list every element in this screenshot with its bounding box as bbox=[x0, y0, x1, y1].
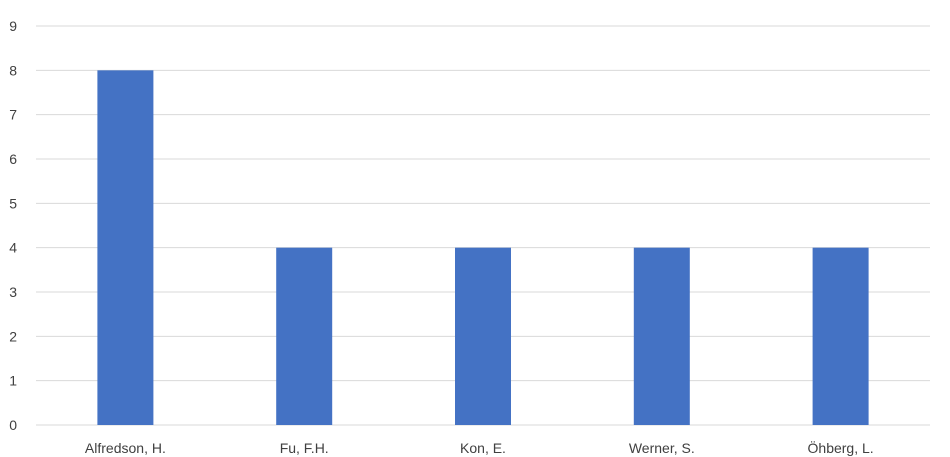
y-tick-label: 9 bbox=[9, 18, 17, 34]
y-tick-label: 0 bbox=[9, 417, 17, 433]
bar-4 bbox=[812, 247, 869, 425]
bar-2 bbox=[455, 247, 511, 425]
x-axis-labels: Alfredson, H. Fu, F.H. Kon, E. Werner, S. Öh… bbox=[85, 439, 874, 456]
bar-3 bbox=[633, 247, 690, 425]
bars bbox=[97, 70, 869, 425]
x-tick-label: Kon, E. bbox=[460, 440, 506, 456]
y-tick-label: 8 bbox=[9, 62, 17, 78]
y-axis-ticks: 0 1 2 3 4 5 6 7 8 9 bbox=[9, 18, 17, 433]
y-tick-label: 4 bbox=[9, 240, 17, 256]
bar-1 bbox=[276, 247, 333, 425]
bar-0 bbox=[97, 70, 154, 425]
x-tick-label: Werner, S. bbox=[629, 440, 695, 456]
x-tick-label: Alfredson, H. bbox=[85, 440, 166, 456]
y-tick-label: 7 bbox=[9, 107, 17, 123]
y-tick-label: 6 bbox=[9, 151, 17, 167]
y-tick-label: 2 bbox=[9, 328, 17, 344]
x-tick-label: Öhberg, L. bbox=[808, 439, 874, 456]
y-tick-label: 1 bbox=[9, 373, 17, 389]
y-tick-label: 3 bbox=[9, 284, 17, 300]
y-tick-label: 5 bbox=[9, 195, 17, 211]
x-tick-label: Fu, F.H. bbox=[280, 440, 329, 456]
